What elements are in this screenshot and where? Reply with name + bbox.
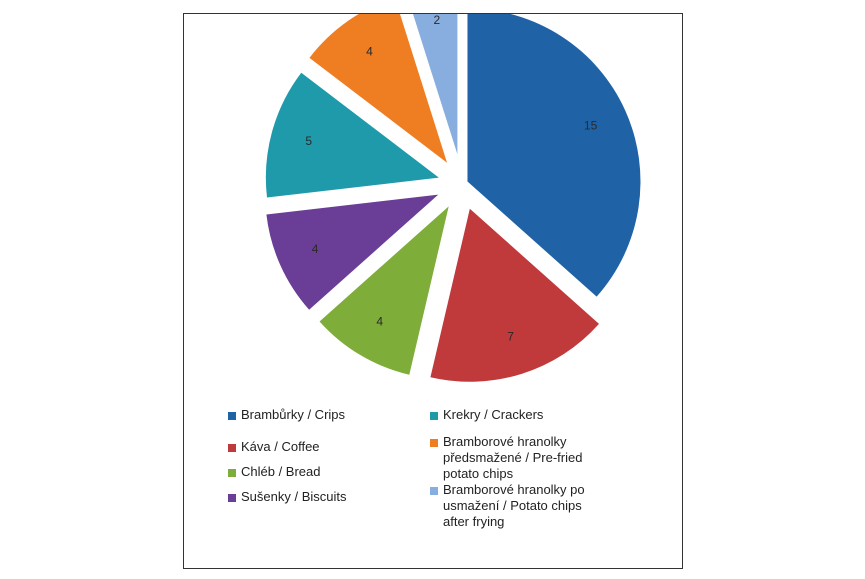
legend-swatch [430, 439, 438, 447]
pie-slice-crips [467, 14, 641, 297]
legend-item-coffee: Káva / Coffee [228, 439, 418, 455]
legend-swatch [228, 444, 236, 452]
legend-label: Bramborové hranolky po usmažení / Potato… [443, 482, 585, 529]
pie-chart: 15 7 4 4 5 4 2 [265, 14, 641, 382]
pie-slice-pre-fried-potato-chips [309, 14, 448, 163]
pie-slice-potato-chips-after-frying [413, 14, 458, 155]
legend-label: Krekry / Crackers [443, 407, 544, 422]
legend-label: Bramborové hranolky předsmažené / Pre-fr… [443, 434, 583, 481]
legend-swatch [430, 412, 438, 420]
pie-slice-coffee [430, 208, 599, 382]
data-label-pre-fried-potato-chips: 4 [366, 45, 373, 59]
pie-slice-bread [319, 206, 449, 375]
data-label-crips: 15 [584, 119, 598, 133]
legend-label: Brambůrky / Crips [241, 407, 346, 422]
legend-item-crackers: Krekry / Crackers [430, 407, 605, 423]
legend-item-potato-chips-after-frying: Bramborové hranolky po usmažení / Potato… [430, 482, 605, 530]
data-label-coffee: 7 [507, 330, 514, 344]
chart-frame: 15 7 4 4 5 4 2 Brambůrky / Crips Káva / Coffee C… [183, 13, 683, 569]
data-label-crackers: 5 [305, 134, 312, 148]
data-label-bread: 4 [376, 315, 383, 329]
legend-item-pre-fried-potato-chips: Bramborové hranolky předsmažené / Pre-fr… [430, 434, 605, 482]
legend-swatch [228, 412, 236, 420]
pie-slice-crackers [265, 72, 439, 198]
legend-label: Chléb / Bread [241, 464, 321, 479]
legend-swatch [228, 494, 236, 502]
legend-item-crips: Brambůrky / Crips [228, 407, 418, 423]
legend-item-bread: Chléb / Bread [228, 464, 418, 480]
legend-swatch [228, 469, 236, 477]
data-label-biscuits: 4 [312, 242, 319, 256]
legend-swatch [430, 487, 438, 495]
legend-item-biscuits: Sušenky / Biscuits [228, 489, 418, 505]
pie-slice-biscuits [266, 194, 439, 310]
legend-label: Káva / Coffee [241, 439, 320, 454]
legend-label: Sušenky / Biscuits [241, 489, 347, 504]
data-label-potato-chips-after-frying: 2 [433, 14, 440, 27]
